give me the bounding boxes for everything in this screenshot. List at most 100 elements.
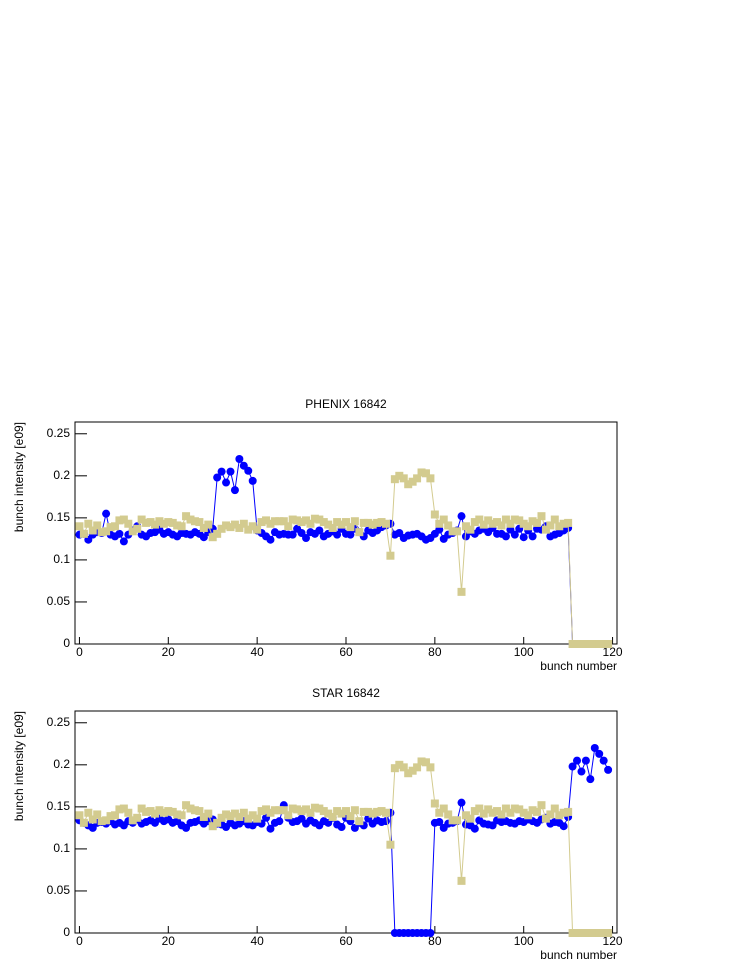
data-point (461, 522, 470, 531)
data-point (515, 805, 524, 814)
data-point (564, 518, 573, 527)
data-point (595, 640, 604, 648)
data-point (230, 520, 239, 529)
data-point (559, 822, 568, 831)
data-point (528, 806, 537, 815)
data-point (222, 521, 231, 530)
data-point (404, 769, 413, 778)
data-point (235, 523, 244, 532)
data-point (102, 509, 111, 518)
data-point (484, 516, 493, 525)
data-point (190, 517, 199, 526)
data-point (177, 522, 186, 531)
data-point (421, 469, 430, 478)
data-point (239, 808, 248, 817)
x-tick-label: 60 (339, 645, 353, 659)
data-point (315, 526, 324, 535)
series-line (79, 471, 609, 645)
panel-title: PHENIX 16842 (305, 397, 387, 411)
data-point (266, 824, 275, 833)
data-point (435, 818, 444, 826)
data-point (115, 805, 124, 814)
data-point (435, 808, 444, 817)
data-point (426, 474, 435, 483)
data-point (133, 524, 142, 533)
data-point (133, 813, 142, 822)
data-point (586, 775, 595, 784)
data-point (470, 824, 479, 833)
data-point (359, 807, 368, 816)
data-point (159, 519, 168, 528)
data-point (599, 756, 608, 765)
data-point (444, 521, 453, 530)
data-point (573, 929, 582, 937)
data-point (226, 523, 235, 532)
data-point (333, 518, 342, 527)
data-point (110, 811, 119, 820)
data-point (510, 530, 519, 539)
x-tick-label: 80 (428, 645, 442, 659)
y-tick-label: 0.25 (47, 426, 71, 440)
data-point (373, 807, 382, 816)
data-point (346, 530, 355, 539)
data-point (355, 528, 364, 537)
data-point (333, 530, 342, 539)
data-point (501, 804, 510, 813)
data-point (564, 807, 573, 816)
data-point (555, 811, 564, 820)
data-point (79, 818, 88, 827)
data-point (97, 817, 106, 826)
data-point (479, 809, 488, 818)
data-point (110, 522, 119, 531)
data-point (395, 471, 404, 480)
data-point (426, 929, 435, 937)
data-point (186, 804, 195, 813)
data-point (519, 533, 528, 542)
data-point (106, 812, 115, 821)
data-point (248, 522, 257, 531)
data-point (595, 929, 604, 937)
data-point (324, 520, 333, 529)
data-point (524, 522, 533, 531)
data-point (190, 806, 199, 815)
data-point (541, 814, 550, 823)
x-axis-label: bunch number (540, 948, 617, 962)
data-point (213, 473, 222, 482)
data-point (364, 807, 373, 816)
data-point (501, 532, 510, 541)
data-point (262, 805, 271, 814)
data-point (324, 809, 333, 818)
data-point (457, 587, 466, 596)
data-point (604, 765, 613, 774)
y-tick-label: 0 (63, 925, 70, 939)
data-point (546, 810, 555, 819)
data-point (275, 817, 284, 826)
data-point (359, 518, 368, 527)
data-point (399, 474, 408, 483)
data-point (555, 522, 564, 531)
data-point (577, 640, 586, 648)
data-point (288, 515, 297, 524)
plot-frame (74, 421, 618, 645)
data-point (470, 518, 479, 527)
data-point (146, 518, 155, 527)
data-point (253, 814, 262, 823)
panel-title: STAR 16842 (312, 686, 380, 700)
data-point (288, 804, 297, 813)
data-point (222, 810, 231, 819)
data-point (581, 756, 590, 765)
data-point (528, 517, 537, 526)
data-point (590, 640, 599, 648)
y-tick-label: 0.05 (47, 594, 71, 608)
data-point (430, 799, 439, 808)
x-tick-label: 0 (76, 645, 83, 659)
data-point (279, 517, 288, 526)
data-point (293, 516, 302, 525)
data-point (173, 810, 182, 819)
data-point (275, 517, 284, 526)
data-point (150, 520, 159, 529)
data-point (119, 537, 128, 546)
data-point (115, 529, 124, 538)
data-point (284, 522, 293, 531)
data-point (204, 520, 213, 529)
